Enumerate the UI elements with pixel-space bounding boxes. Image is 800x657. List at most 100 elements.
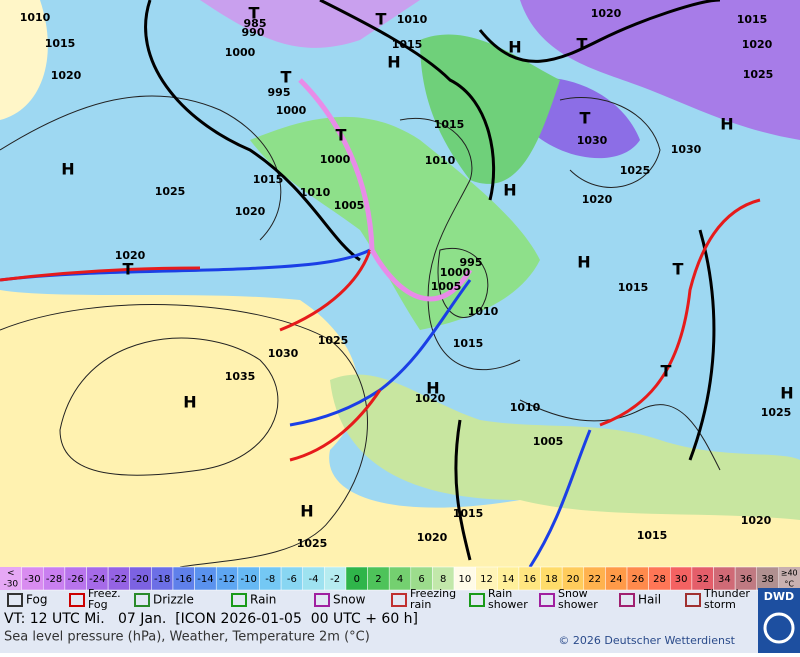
scale-label: 30 — [675, 574, 688, 585]
legend-label: Snow — [558, 587, 588, 600]
scale-label: 0 — [354, 574, 360, 585]
scale-label: 22 — [588, 574, 601, 585]
isobar-label: 995 — [268, 86, 291, 99]
isobar-label: 1010 — [468, 305, 499, 318]
isobars — [0, 95, 721, 568]
legend-icon — [539, 593, 555, 607]
isobar-label: 1020 — [417, 531, 448, 544]
isobar-label: 1015 — [45, 37, 76, 50]
isobar — [688, 229, 716, 461]
isobar-label: 1005 — [431, 280, 462, 293]
pressure-center: H — [780, 384, 793, 403]
occlusion — [298, 78, 375, 251]
legend-icon — [7, 593, 23, 607]
scale-label: 20 — [567, 574, 580, 585]
isobar-label: 1020 — [582, 193, 613, 206]
pressure-center: T — [661, 362, 672, 381]
legend-label: Snow — [333, 593, 366, 607]
scale-label: 10 — [458, 574, 471, 585]
pressure-center: H — [503, 181, 516, 200]
scale-label: -30 — [24, 574, 40, 585]
scale-label: -16 — [176, 574, 192, 585]
legend-label: Freez. — [88, 587, 121, 600]
valid-time: VT: 12 UTC Mi. 07 Jan. [ICON 2026-01-05 … — [4, 611, 418, 627]
isobar — [0, 95, 282, 241]
pressure-center: T — [673, 260, 684, 279]
cold-region — [0, 0, 420, 48]
logo-text: DWD — [764, 590, 794, 603]
scale-label: 16 — [523, 574, 536, 585]
copyright: © 2026 Deutscher Wetterdienst — [558, 634, 735, 647]
pressure-center: T — [336, 126, 347, 145]
isobar — [319, 0, 496, 201]
isobar-label: 1015 — [618, 281, 649, 294]
scale-label: -26 — [68, 574, 84, 585]
isobar-label: 1010 — [20, 11, 51, 24]
pressure-center: H — [300, 502, 313, 521]
scale-label: -22 — [111, 574, 127, 585]
fronts — [0, 78, 761, 568]
legend-label: Thunder — [703, 587, 750, 600]
legend-label: shower — [488, 598, 528, 611]
isobar-label: 1005 — [533, 435, 564, 448]
isobar — [519, 399, 721, 471]
isobar-label: 985 — [244, 17, 267, 30]
scale-label: 24 — [610, 574, 623, 585]
isobar-label: 1020 — [742, 38, 773, 51]
legend-label: Rain — [488, 587, 512, 600]
isobar — [144, 0, 361, 262]
legend-icon — [391, 593, 407, 607]
isobar-label: 1020 — [51, 69, 82, 82]
warm-front — [599, 198, 761, 427]
pressure-center: H — [387, 53, 400, 72]
scale-label: °C — [784, 580, 794, 589]
pressure-center: T — [249, 4, 260, 23]
pressure-center: H — [720, 115, 733, 134]
isobar — [437, 248, 489, 318]
isobar-label: 1025 — [297, 537, 328, 550]
isobar-label: 1015 — [392, 38, 423, 51]
legend-label: Fog — [88, 598, 108, 611]
description: Sea level pressure (hPa), Weather, Tempe… — [4, 630, 370, 645]
isobar-label: 1015 — [637, 529, 668, 542]
isobar — [59, 337, 279, 476]
scale-label: -24 — [89, 574, 105, 585]
legend-label: Fog — [26, 593, 47, 607]
legend-icon — [469, 593, 485, 607]
scale-label: 12 — [480, 574, 493, 585]
thick-isobars — [144, 0, 721, 561]
scale-label: 14 — [502, 574, 515, 585]
warm-front — [0, 266, 201, 282]
legend-icon — [314, 593, 330, 607]
legend-icon — [134, 593, 150, 607]
pressure-center: T — [577, 35, 588, 54]
warm-front — [289, 389, 382, 462]
cold-region — [520, 0, 800, 140]
isobar-label: 1030 — [268, 347, 299, 360]
pressure-center: H — [508, 38, 521, 57]
isobar-label: 995 — [460, 256, 483, 269]
isobar-label: 1025 — [155, 185, 186, 198]
legend-icon — [685, 593, 701, 607]
isobar-label: 1010 — [425, 154, 456, 167]
mild-region — [330, 374, 800, 520]
scale-label: -20 — [132, 574, 148, 585]
pressure-center: T — [123, 260, 134, 279]
isobar-label: 990 — [242, 26, 265, 39]
isobar-label: 1000 — [320, 153, 351, 166]
scale-label: 36 — [740, 574, 753, 585]
scale-cell — [778, 567, 800, 590]
isobar-label: 1000 — [276, 104, 307, 117]
legend-label: Freezing — [410, 587, 456, 600]
isobar — [559, 96, 661, 188]
legend-icon — [69, 593, 85, 607]
pressure-center: H — [61, 160, 74, 179]
isobar-label: 1025 — [318, 334, 349, 347]
isobar-label: 1020 — [235, 205, 266, 218]
scale-label: -6 — [287, 574, 297, 585]
isobar-label: 1025 — [620, 164, 651, 177]
pressure-center: H — [577, 253, 590, 272]
warm-region — [0, 0, 48, 120]
isobar-label: 1015 — [453, 337, 484, 350]
